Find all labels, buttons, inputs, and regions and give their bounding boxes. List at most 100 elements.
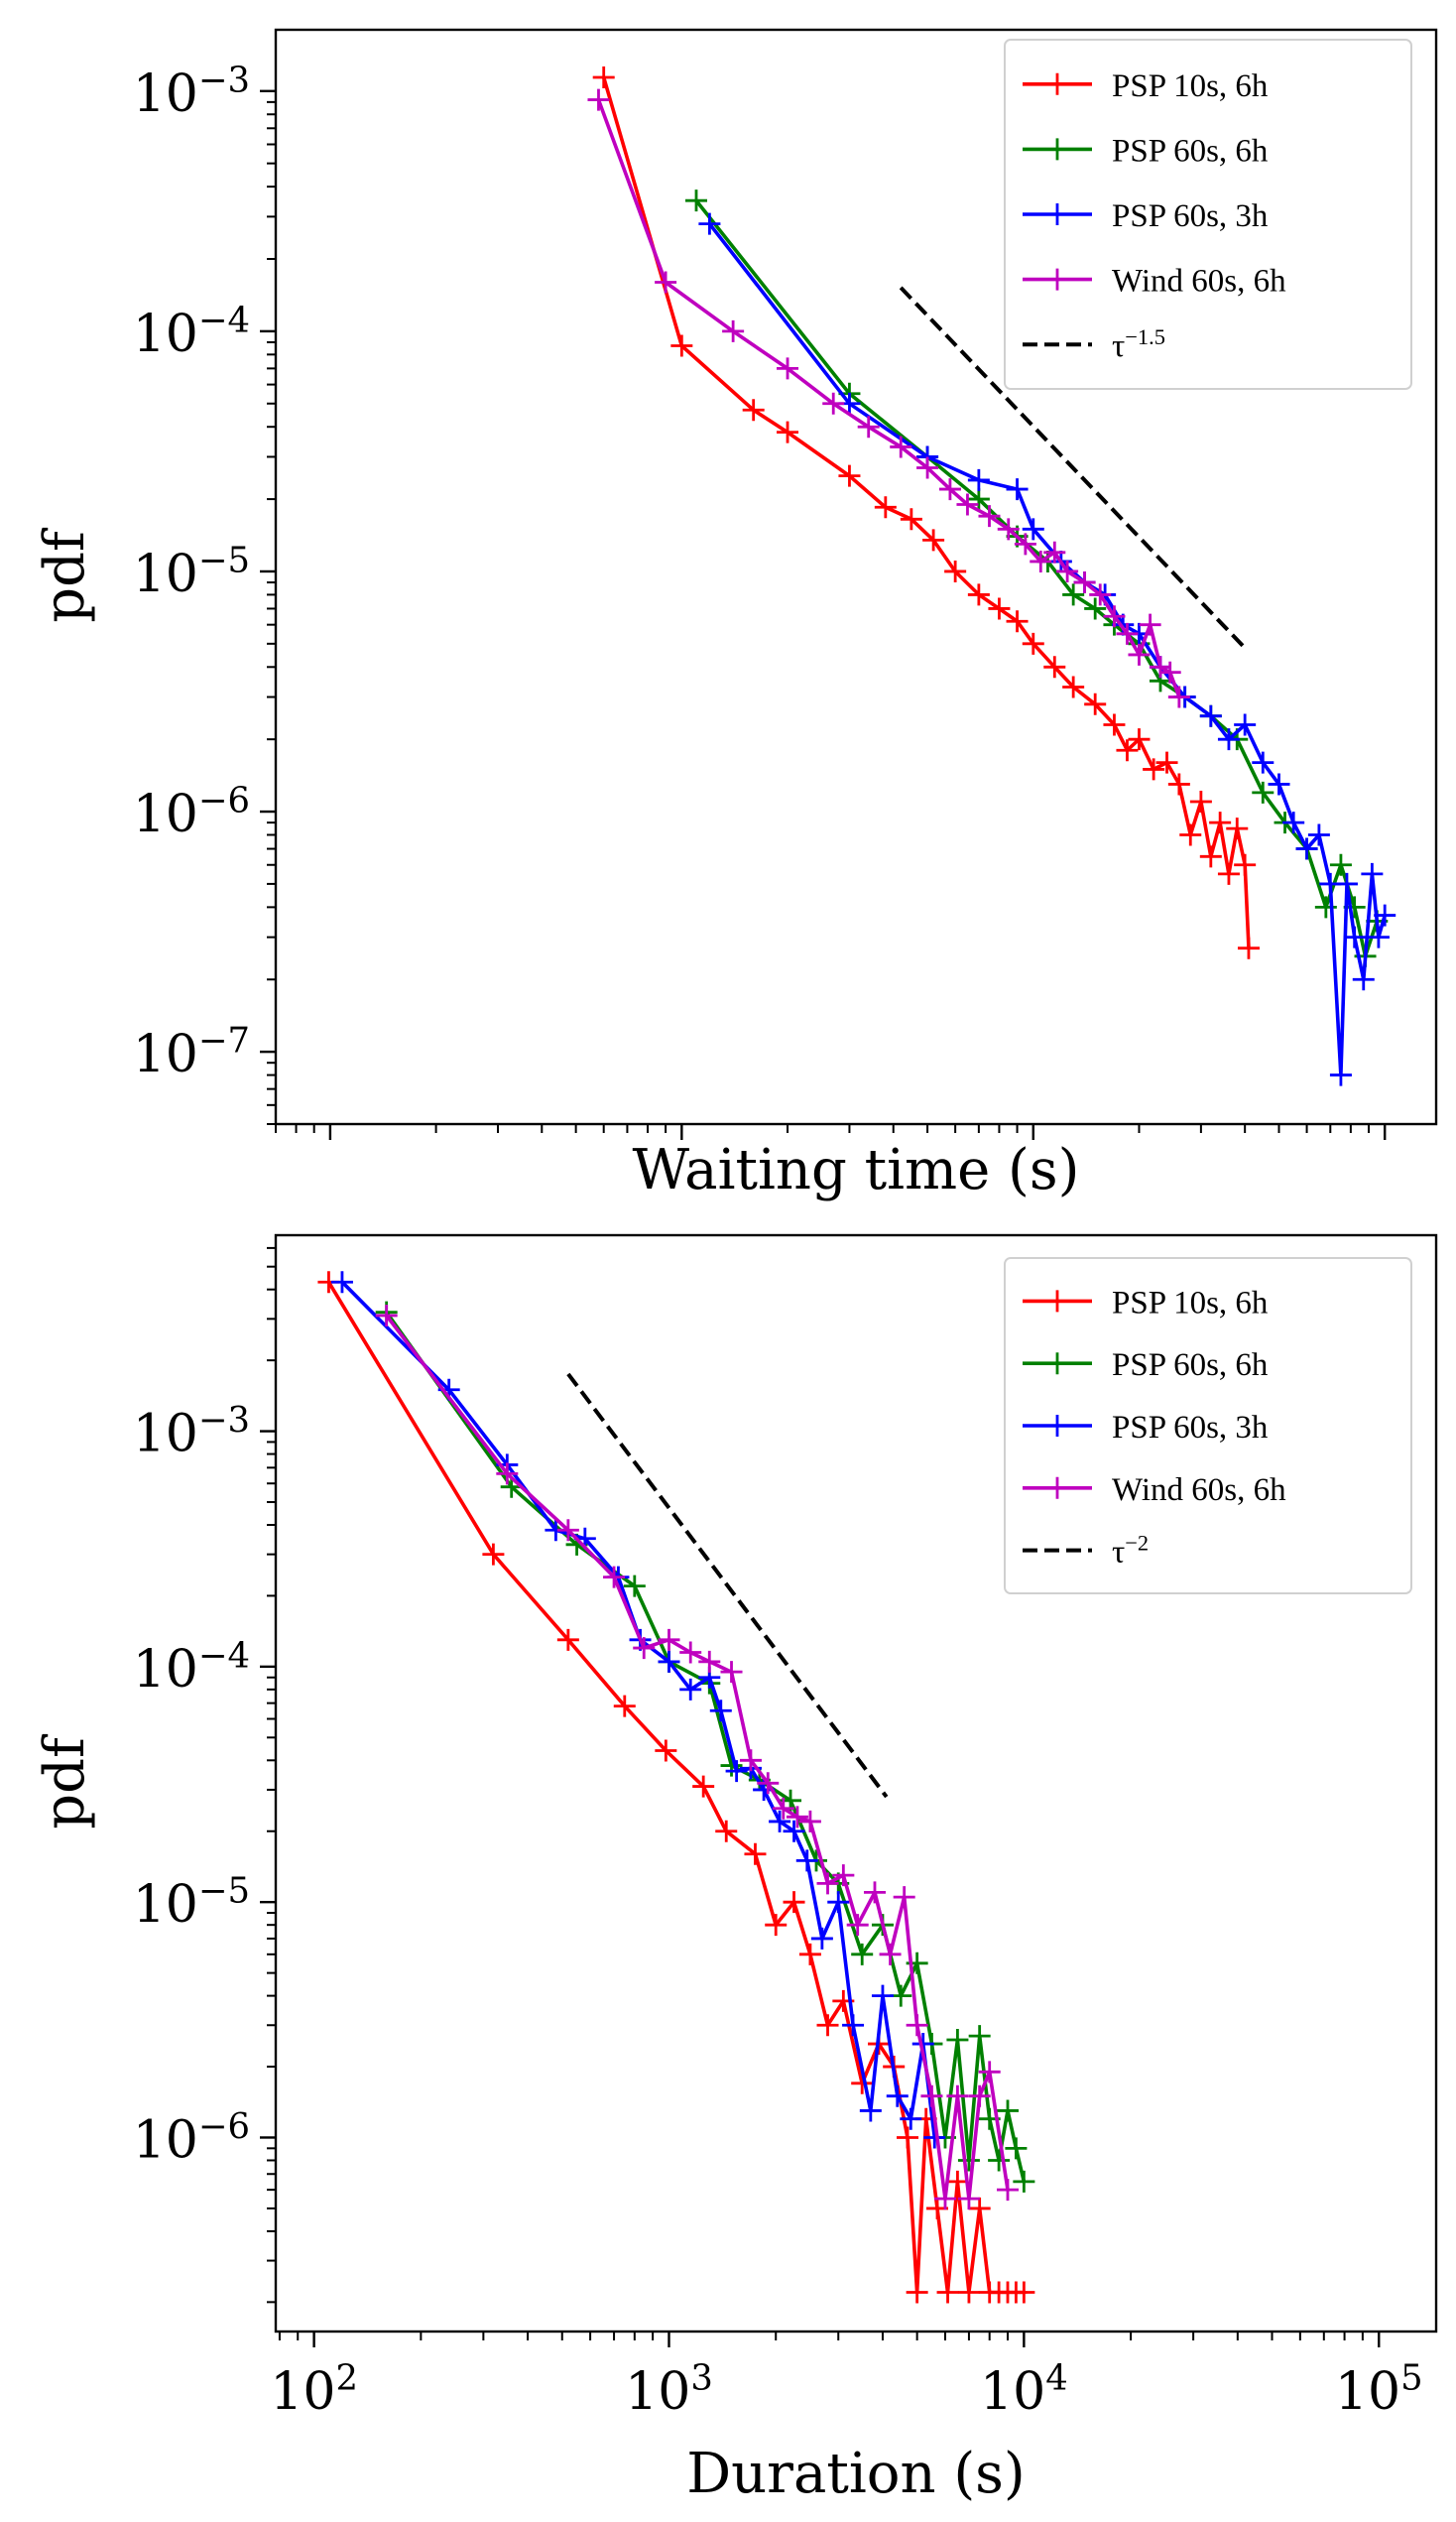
data-point bbox=[739, 1749, 762, 1772]
data-point bbox=[1073, 571, 1096, 594]
legend-box bbox=[1004, 39, 1412, 390]
data-point bbox=[1005, 2137, 1028, 2160]
data-point bbox=[783, 1820, 805, 1842]
data-point bbox=[846, 1914, 869, 1937]
legend-marker bbox=[1046, 268, 1068, 291]
data-point bbox=[978, 2061, 1001, 2083]
data-point bbox=[957, 2188, 980, 2210]
data-point bbox=[863, 1881, 886, 1904]
series-line-psp-10s-6h bbox=[326, 1281, 1025, 2295]
legend-marker bbox=[1046, 1415, 1068, 1437]
data-point bbox=[1329, 853, 1352, 876]
data-point bbox=[1062, 676, 1085, 698]
data-point bbox=[842, 2014, 865, 2037]
data-point bbox=[1217, 728, 1240, 751]
data-point bbox=[1234, 853, 1257, 876]
data-point bbox=[613, 1695, 636, 1717]
y-axis-label: pdf bbox=[33, 527, 97, 623]
data-point bbox=[1268, 773, 1290, 796]
data-point bbox=[720, 1661, 743, 1684]
data-point bbox=[685, 189, 708, 212]
legend-marker bbox=[1046, 1290, 1068, 1313]
legend-label: PSP 60s, 6h bbox=[1112, 1347, 1269, 1383]
data-point bbox=[997, 518, 1020, 541]
data-point bbox=[655, 1739, 677, 1762]
data-point bbox=[933, 2188, 956, 2210]
data-point bbox=[633, 1637, 656, 1660]
data-point bbox=[715, 1820, 738, 1842]
plot-area bbox=[587, 66, 1396, 1086]
legend-label: PSP 10s, 6h bbox=[1112, 68, 1269, 104]
data-point bbox=[810, 1927, 833, 1950]
data-point bbox=[1343, 926, 1366, 948]
data-point bbox=[786, 1806, 808, 1828]
data-point bbox=[988, 597, 1011, 620]
data-point bbox=[1089, 583, 1112, 606]
data-point bbox=[1143, 758, 1165, 781]
data-point bbox=[1252, 751, 1274, 774]
y-tick-label: 10−3 bbox=[133, 1400, 250, 1463]
series-line-psp-60s-6h bbox=[694, 199, 1380, 958]
data-point bbox=[838, 464, 861, 487]
data-point bbox=[709, 1700, 732, 1722]
legend-label: PSP 60s, 3h bbox=[1112, 1410, 1269, 1446]
data-point bbox=[698, 212, 721, 235]
data-point bbox=[1014, 533, 1036, 556]
data-point bbox=[857, 416, 880, 439]
series-line-psp-10s-6h bbox=[601, 76, 1251, 948]
data-point bbox=[968, 2025, 991, 2048]
data-point bbox=[725, 1760, 748, 1783]
legend-label: PSP 10s, 6h bbox=[1112, 1285, 1269, 1321]
data-point bbox=[1237, 937, 1260, 959]
data-point bbox=[1006, 610, 1029, 633]
data-point bbox=[1179, 823, 1202, 846]
legend-marker bbox=[1046, 1476, 1068, 1499]
x-axis-label: Waiting time (s) bbox=[632, 1138, 1079, 1202]
data-point bbox=[967, 488, 990, 511]
legend-label: Wind 60s, 6h bbox=[1112, 1472, 1286, 1508]
data-point bbox=[1155, 751, 1178, 774]
data-point bbox=[679, 1641, 702, 1664]
data-point bbox=[722, 319, 745, 342]
legend-label: PSP 60s, 6h bbox=[1112, 133, 1269, 169]
data-point bbox=[1103, 605, 1126, 628]
data-point bbox=[988, 2149, 1011, 2172]
legend-label: τ−1.5 bbox=[1112, 324, 1165, 364]
plot-frame bbox=[274, 1233, 1438, 2333]
data-point bbox=[997, 2179, 1019, 2202]
data-point bbox=[798, 1943, 821, 1965]
data-point bbox=[922, 529, 945, 552]
data-point bbox=[1252, 781, 1274, 804]
chart-panel-bottom: 102 103 104 105 10−3 10−4 10−5 10−6 Duration (s)… bbox=[33, 1233, 1438, 2506]
data-point bbox=[1167, 686, 1190, 708]
data-point bbox=[1043, 541, 1066, 564]
data-point bbox=[967, 468, 990, 491]
data-point bbox=[1189, 791, 1212, 814]
legend-label: τ−2 bbox=[1112, 1530, 1149, 1570]
data-point bbox=[906, 2281, 928, 2304]
data-point bbox=[968, 2084, 991, 2107]
x-tick-label: 102 bbox=[270, 2358, 358, 2422]
data-point bbox=[1329, 1064, 1352, 1086]
data-point bbox=[938, 478, 961, 501]
y-tick-label: 10−4 bbox=[133, 300, 250, 363]
data-point bbox=[1056, 560, 1079, 582]
data-point bbox=[1043, 656, 1066, 679]
data-point bbox=[859, 2099, 882, 2122]
data-point bbox=[957, 2149, 980, 2172]
legend-marker bbox=[1046, 203, 1068, 225]
data-point bbox=[765, 1914, 788, 1937]
data-point bbox=[1352, 968, 1375, 991]
data-point bbox=[482, 1543, 505, 1566]
data-point bbox=[816, 2014, 839, 2037]
data-point bbox=[946, 2170, 969, 2193]
data-point bbox=[1084, 597, 1107, 620]
data-point bbox=[822, 392, 845, 415]
data-point bbox=[967, 583, 990, 606]
data-point bbox=[1199, 845, 1222, 868]
y-tick-label: 10−6 bbox=[133, 781, 250, 844]
data-point bbox=[692, 1775, 715, 1798]
data-point bbox=[330, 1271, 353, 1294]
data-point bbox=[920, 2084, 943, 2107]
data-point bbox=[1209, 812, 1232, 834]
